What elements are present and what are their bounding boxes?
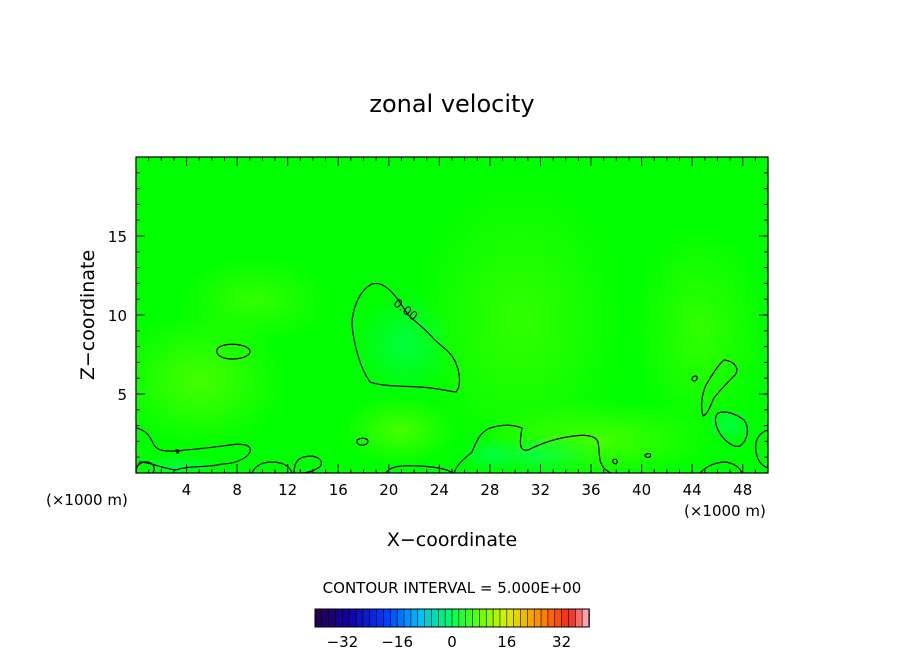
- colorbar-tick-label: 16: [497, 633, 516, 651]
- colorbar-segment: [506, 608, 515, 628]
- colorbar-segment: [458, 608, 467, 628]
- x-axis-label: X−coordinate: [387, 529, 517, 551]
- colorbar-segment: [540, 608, 549, 628]
- contour-zero-bottom-center: [453, 424, 613, 473]
- colorbar-frame: [314, 608, 590, 628]
- colorbar-segment: [431, 608, 440, 628]
- contour-zero-bottom-left-d: [136, 461, 155, 473]
- colorbar-segment: [485, 608, 494, 628]
- x-tick-label: 20: [379, 481, 398, 499]
- x-tick-label: 44: [683, 481, 702, 499]
- y-tick-label: 15: [108, 228, 127, 246]
- colorbar-segment: [342, 608, 351, 628]
- colorbar-segment: [362, 608, 371, 628]
- colorbar-segment: [527, 608, 535, 628]
- colorbar-segment: [568, 608, 577, 628]
- colorbar-segment: [574, 608, 583, 628]
- x-tick-label: 32: [531, 481, 550, 499]
- colorbar-tick-label: 32: [552, 633, 571, 651]
- colorbar-segment: [499, 608, 508, 628]
- colorbar-segment: [444, 608, 453, 628]
- y-tick-label: 10: [108, 307, 127, 325]
- colorbar-segment: [376, 608, 385, 628]
- colorbar-segment: [355, 608, 364, 628]
- x-tick-label: 16: [329, 481, 348, 499]
- contour-zero-central-cell: [351, 282, 461, 393]
- x-tick-label: 12: [278, 481, 297, 499]
- colorbar-segment: [369, 608, 378, 628]
- contour-zero-left-cell: [216, 343, 251, 360]
- contour-zero-bottom-left: [136, 427, 251, 473]
- contour-zero-small-b: [356, 437, 369, 446]
- colorbar-segment: [533, 608, 542, 628]
- colorbar-segment: [479, 608, 488, 628]
- x-tick-label: 36: [581, 481, 600, 499]
- colorbar-segment: [321, 608, 330, 628]
- colorbar-segment: [403, 608, 412, 628]
- x-unit-left: (×1000 m): [46, 491, 128, 509]
- x-tick-label: 24: [430, 481, 449, 499]
- colorbar-segment: [390, 608, 399, 628]
- contour-zero-bottom-left-c: [293, 455, 322, 473]
- zero-contours: [136, 282, 768, 473]
- x-tick-label: 4: [182, 481, 192, 499]
- x-tick-label: 48: [733, 481, 752, 499]
- colorbar-segment: [335, 608, 344, 628]
- colorbar-segment: [424, 608, 433, 628]
- colorbar-tick-labels: −32 −16 0 16 32: [327, 633, 572, 651]
- contour-zero-small-d: [612, 458, 618, 465]
- colorbar-segment: [465, 608, 474, 628]
- colorbar-segment: [554, 608, 563, 628]
- x-tick-label: 40: [632, 481, 651, 499]
- x-tick-label: 8: [232, 481, 242, 499]
- colorbar-segment: [513, 608, 522, 628]
- contour-zero-right-edge: [755, 429, 768, 469]
- colorbar-segment: [451, 608, 460, 628]
- colorbar-segment: [314, 608, 323, 628]
- colorbar-tick-label: −16: [381, 633, 413, 651]
- colorbar-segment: [410, 608, 419, 628]
- colorbar-segment: [437, 608, 446, 628]
- y-tick-labels: 5 10 15: [108, 228, 127, 404]
- colorbar-segment: [581, 608, 590, 628]
- colorbar-tick-label: 0: [447, 633, 457, 651]
- plot-area: 0.00: [135, 156, 769, 474]
- contour-zero-bottom-right: [699, 461, 743, 473]
- colorbar-segment: [328, 608, 337, 628]
- contour-zero-small-a: [691, 375, 698, 382]
- colorbar-tick-label: −32: [327, 633, 359, 651]
- colorbar-segment: [417, 608, 426, 628]
- x-unit-right: (×1000 m): [684, 502, 766, 520]
- x-tick-label: 28: [480, 481, 499, 499]
- contour-zero-right-cell: [700, 359, 738, 417]
- x-tick-labels: 4 8 12 16 20 24 28 32 36 40 44 48: [182, 481, 752, 499]
- contour-zero-right-lower-cell: [714, 411, 749, 447]
- colorbar-segment: [396, 608, 405, 628]
- field-shading: [136, 170, 768, 473]
- colorbar: [314, 608, 590, 628]
- contour-interval-text: CONTOUR INTERVAL = 5.000E+00: [323, 579, 582, 597]
- colorbar-segment: [348, 608, 357, 628]
- colorbar-segment: [547, 608, 556, 628]
- colorbar-segment: [383, 608, 392, 628]
- axis-ticks: [136, 157, 768, 473]
- contour-zero-bottom-left-b: [251, 461, 293, 473]
- colorbar-segment: [472, 608, 481, 628]
- colorbar-segment: [492, 608, 501, 628]
- chart-title: zonal velocity: [369, 90, 534, 118]
- y-axis-label: Z−coordinate: [77, 250, 99, 380]
- colorbar-segment: [520, 608, 529, 628]
- colorbar-segment: [561, 608, 570, 628]
- contour-zero-bottom-mid: [385, 465, 453, 473]
- y-tick-label: 5: [117, 386, 127, 404]
- contour-zero-small-c: [644, 452, 652, 458]
